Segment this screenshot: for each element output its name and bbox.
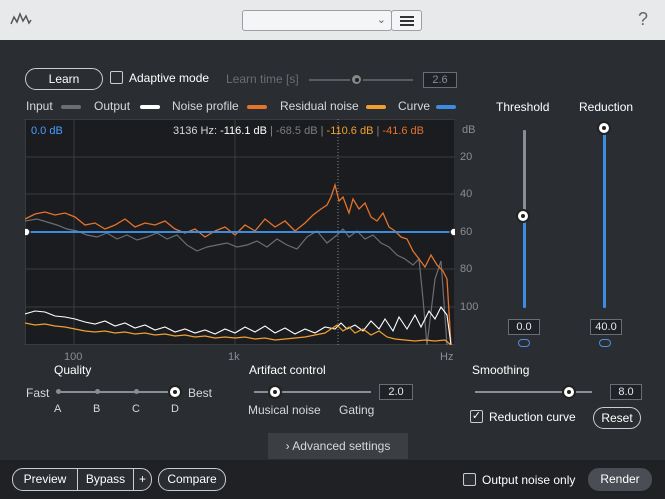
- legend-curve-swatch: [436, 105, 456, 109]
- render-button[interactable]: Render: [588, 468, 652, 491]
- title-bar: ⌄ ?: [0, 0, 665, 40]
- chevron-down-icon: ⌄: [376, 14, 386, 26]
- reduction-curve-label: Reduction curve: [489, 410, 576, 424]
- readout-sep: |: [373, 125, 383, 137]
- readout-output: -68.5 dB: [275, 125, 318, 137]
- learn-time-knob[interactable]: [350, 73, 363, 86]
- quality-option-a[interactable]: A: [54, 403, 62, 415]
- threshold-slider-track-upper[interactable]: [523, 130, 526, 216]
- compare-button[interactable]: Compare: [158, 468, 226, 491]
- output-trace: [25, 305, 452, 345]
- db-tick-80: 80: [460, 263, 473, 275]
- learn-time-label: Learn time [s]: [226, 72, 299, 86]
- quality-option-d[interactable]: D: [171, 403, 179, 415]
- legend-input-label: Input: [26, 99, 53, 113]
- quality-tick-a[interactable]: [56, 389, 61, 394]
- smoothing-label: Smoothing: [472, 363, 530, 377]
- db-tick-20: 20: [460, 151, 473, 163]
- artifact-control-label: Artifact control: [249, 363, 326, 377]
- help-button[interactable]: ?: [638, 9, 649, 29]
- quality-fast-label: Fast: [26, 386, 50, 400]
- output-noise-only-label: Output noise only: [482, 473, 576, 487]
- adaptive-mode-checkbox[interactable]: [110, 71, 123, 84]
- frequency-readout: 3136 Hz: -116.1 dB | -68.5 dB | -110.6 d…: [173, 125, 424, 137]
- adaptive-mode-label: Adaptive mode: [129, 71, 210, 85]
- smoothing-slider[interactable]: [475, 391, 592, 393]
- advanced-settings-toggle[interactable]: › Advanced settings: [268, 433, 408, 459]
- quality-slider[interactable]: [58, 391, 176, 393]
- readout-input: -116.1 dB: [220, 125, 267, 137]
- db-tick-100: 100: [460, 301, 479, 313]
- threshold-slider-track-lower[interactable]: [523, 216, 526, 308]
- db-tick-40: 40: [460, 188, 473, 200]
- threshold-label: Threshold: [496, 100, 550, 114]
- readout-sep: |: [266, 125, 276, 137]
- threshold-value[interactable]: 0.0: [508, 319, 540, 335]
- legend-residual-swatch: [366, 105, 386, 109]
- legend-noise-profile-label: Noise profile: [172, 99, 239, 113]
- freq-tick-hz: Hz: [440, 351, 454, 363]
- learn-time-value[interactable]: 2.6: [423, 72, 457, 88]
- input-trace: [25, 218, 448, 345]
- preset-menu-button[interactable]: [391, 10, 422, 31]
- reduction-slider-track[interactable]: [603, 128, 606, 308]
- spectrum-graph[interactable]: [25, 119, 478, 345]
- curve-left-handle: [25, 227, 31, 237]
- output-noise-only-checkbox[interactable]: [463, 473, 476, 486]
- db-unit-label: dB: [462, 124, 476, 136]
- reduction-value[interactable]: 40.0: [590, 319, 622, 335]
- link-icon[interactable]: [518, 339, 530, 347]
- app-logo-icon: [10, 11, 32, 25]
- preset-dropdown[interactable]: ⌄: [242, 10, 392, 31]
- advanced-settings-label: Advanced settings: [292, 439, 391, 453]
- legend-input-swatch: [61, 105, 81, 109]
- db-tick-60: 60: [460, 226, 473, 238]
- artifact-slider[interactable]: [254, 391, 371, 393]
- legend-curve-label: Curve: [398, 99, 431, 113]
- readout-sep: |: [317, 125, 327, 137]
- readout-residual: -110.6 dB: [326, 125, 374, 137]
- quality-tick-c[interactable]: [134, 389, 139, 394]
- quality-tick-b[interactable]: [95, 389, 100, 394]
- quality-knob[interactable]: [168, 385, 182, 399]
- bypass-button[interactable]: Bypass: [77, 468, 134, 491]
- reset-button[interactable]: Reset: [593, 407, 641, 429]
- musical-noise-label: Musical noise: [248, 403, 321, 417]
- artifact-knob[interactable]: [268, 385, 282, 399]
- legend-output-label: Output: [94, 99, 131, 113]
- residual-trace: [25, 322, 452, 345]
- bypass-plus-button[interactable]: +: [133, 468, 152, 491]
- preview-button[interactable]: Preview: [12, 468, 78, 491]
- gating-label: Gating: [339, 403, 375, 417]
- freq-tick-100: 100: [64, 351, 83, 363]
- reduction-knob[interactable]: [597, 121, 611, 135]
- curve-db-readout: 0.0 dB: [31, 125, 63, 137]
- quality-option-b[interactable]: B: [93, 403, 101, 415]
- reduction-label: Reduction: [579, 100, 634, 114]
- artifact-value[interactable]: 2.0: [379, 384, 413, 400]
- quality-label: Quality: [54, 363, 92, 377]
- smoothing-knob[interactable]: [562, 385, 576, 399]
- threshold-knob[interactable]: [516, 209, 530, 223]
- quality-option-c[interactable]: C: [132, 403, 140, 415]
- learn-button[interactable]: Learn: [25, 68, 103, 90]
- quality-best-label: Best: [188, 386, 213, 400]
- freq-tick-1k: 1k: [228, 351, 240, 363]
- readout-hz: 3136 Hz:: [173, 125, 221, 137]
- legend-residual-label: Residual noise: [280, 99, 359, 113]
- smoothing-value[interactable]: 8.0: [610, 384, 642, 400]
- legend-output-swatch: [140, 105, 160, 109]
- legend-noise-profile-swatch: [247, 105, 267, 109]
- reduction-curve-checkbox[interactable]: ✓: [470, 410, 483, 423]
- chevron-right-icon: ›: [285, 439, 293, 453]
- readout-profile: -41.6 dB: [382, 125, 425, 137]
- link-icon[interactable]: [599, 339, 611, 347]
